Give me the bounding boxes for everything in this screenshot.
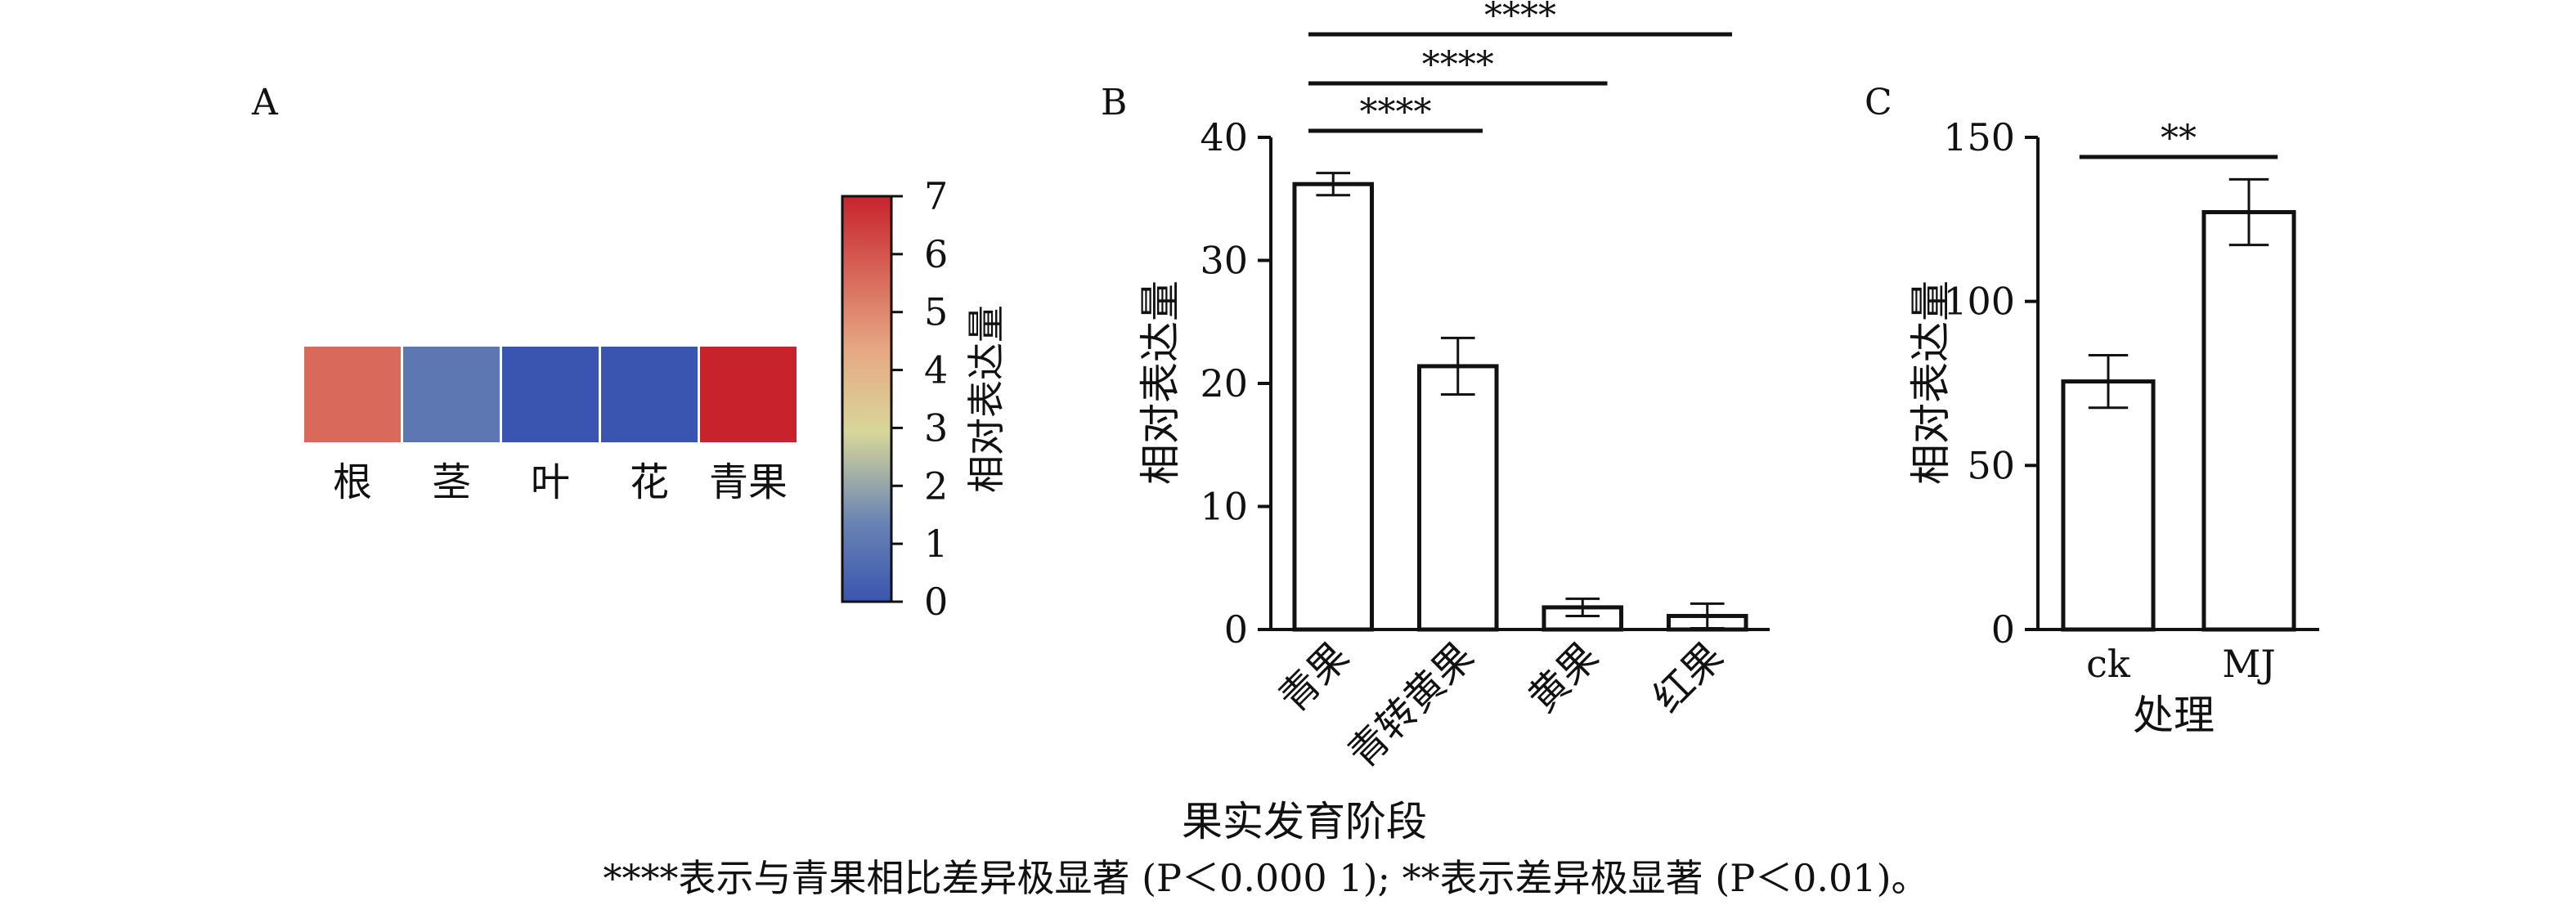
significance-label: **** [1360, 92, 1432, 133]
panel-b-bars [1292, 172, 1748, 632]
y-tick-label: 30 [1200, 239, 1248, 283]
bar [2061, 379, 2156, 632]
heatmap-category-label: 花 [630, 459, 669, 505]
panel-b-xlabel: 果实发育阶段 [1182, 798, 1427, 845]
x-tick-label: 青转黄果 [1340, 634, 1483, 777]
panel-c-xlabel: 处理 [2133, 692, 2215, 739]
y-tick-label: 150 [1943, 115, 2015, 159]
x-tick-label: MJ [2222, 642, 2276, 686]
x-tick-label: ck [2086, 642, 2131, 686]
panel-c-axes: 0 50 100 150 ck MJ [1943, 115, 2319, 686]
bar [2201, 210, 2296, 632]
x-tick-label: 青果 [1270, 634, 1358, 721]
panel-c-bars [2061, 177, 2296, 632]
panel-a: A 根 茎 叶 花青果 0 1 2 3 4 5 6 7 相对表达量 [251, 82, 1008, 624]
colorbar-tick-label: 7 [924, 174, 948, 218]
colorbar-tick-label: 4 [924, 348, 948, 392]
heatmap-category-label: 叶 [531, 459, 570, 505]
heatmap-cells [304, 347, 797, 442]
heatmap-cell [304, 347, 401, 442]
figure-caption: ****表示与青果相比差异极显著 (P＜0.000 1); **表示差异极显著 … [603, 856, 1928, 900]
heatmap-category-label: 根 [333, 459, 372, 505]
panel-c-label: C [1865, 82, 1892, 123]
panel-b-label: B [1101, 82, 1127, 123]
significance-label: **** [1484, 0, 1556, 37]
panel-b-ylabel: 相对表达量 [1137, 280, 1184, 485]
bar [1292, 181, 1375, 632]
colorbar-tick-label: 6 [924, 232, 948, 276]
heatmap-cell [502, 347, 599, 442]
colorbar-tick-label: 3 [924, 405, 948, 450]
panel-c-ylabel: 相对表达量 [1907, 280, 1954, 485]
significance-label: **** [1422, 44, 1494, 86]
y-tick-label: 20 [1200, 361, 1248, 405]
panel-c: C 0 50 100 150 ck MJ ** 相对表达量 处理 [1865, 82, 2319, 739]
y-tick-label: 0 [1991, 607, 2015, 652]
heatmap-category-label: 茎 [432, 459, 471, 505]
colorbar-ticks: 0 1 2 3 4 5 6 7 [891, 174, 948, 624]
panel-b-significance: **** **** **** [1308, 0, 1733, 133]
significance-label: ** [2161, 118, 2197, 159]
colorbar [841, 195, 893, 603]
colorbar-tick-label: 1 [924, 522, 948, 566]
heatmap-cell [601, 347, 698, 442]
bar [1416, 364, 1499, 632]
colorbar-tick-label: 0 [924, 580, 948, 624]
heatmap-cell [403, 347, 500, 442]
colorbar-tick-label: 2 [924, 464, 948, 508]
y-tick-label: 10 [1200, 485, 1248, 529]
panel-c-significance: ** [2079, 118, 2278, 159]
y-tick-label: 0 [1224, 607, 1248, 652]
colorbar-label: 相对表达量 [964, 305, 1008, 493]
heatmap-category-labels: 根 茎 叶 花青果 [333, 459, 788, 505]
y-tick-label: 50 [1967, 443, 2015, 487]
y-tick-label: 40 [1200, 115, 1248, 159]
colorbar-tick-label: 5 [924, 290, 948, 334]
x-tick-label: 红果 [1645, 634, 1732, 721]
y-tick-label: 100 [1943, 280, 2015, 324]
heatmap-cell [700, 347, 797, 442]
x-tick-label: 黄果 [1519, 634, 1607, 721]
heatmap-category-label: 青果 [709, 459, 788, 505]
panel-a-label: A [251, 82, 279, 123]
